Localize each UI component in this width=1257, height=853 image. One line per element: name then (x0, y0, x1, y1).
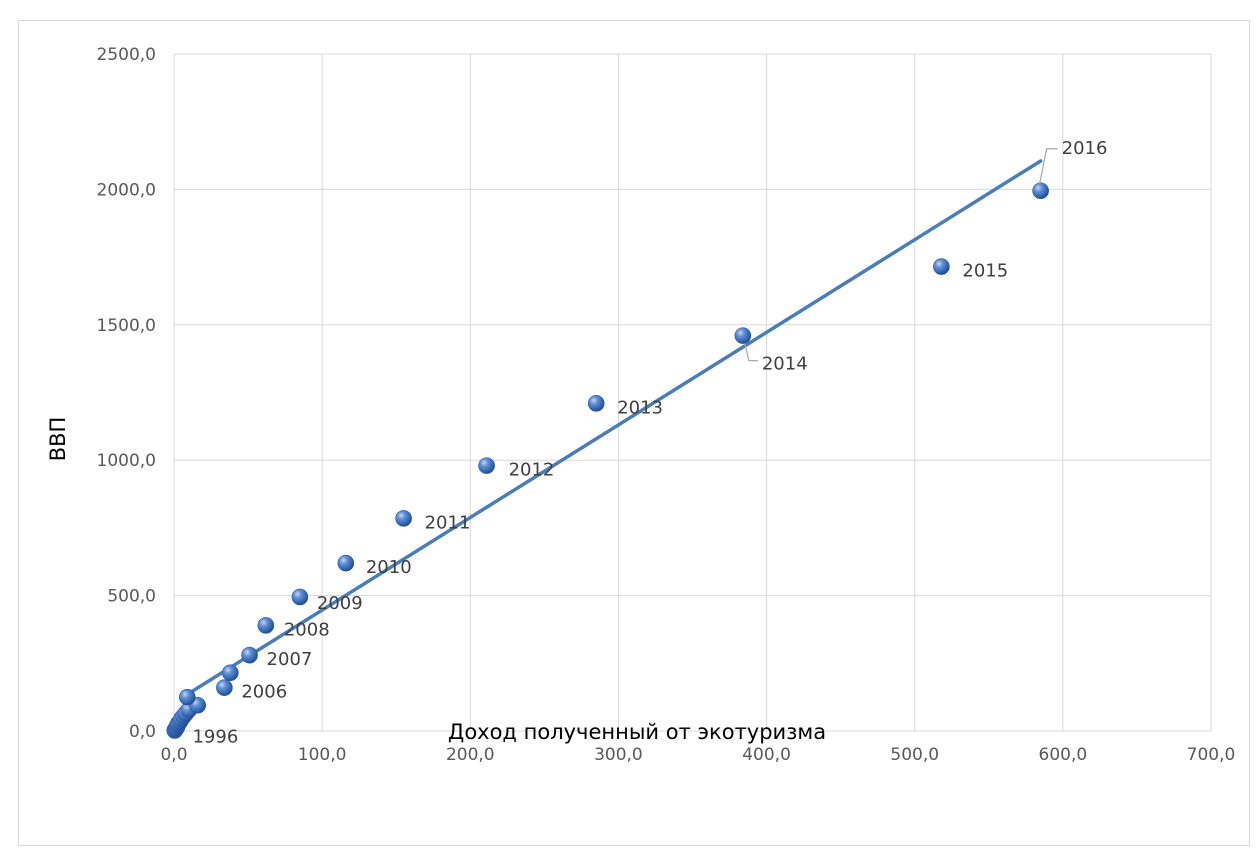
y-tick-labels: 0,0 500,0 1000,0 1500,0 2000,0 2500,0 (97, 45, 156, 742)
x-tick-labels: 0,0 100,0 200,0 300,0 400,0 500,0 600,0 700,0 (160, 745, 1235, 765)
data-label: 2010 (366, 557, 412, 578)
x-tick-label: 100,0 (298, 745, 347, 765)
x-tick-label: 400,0 (742, 745, 791, 765)
x-tick-label: 200,0 (446, 745, 495, 765)
data-point (221, 664, 239, 682)
data-point (478, 457, 495, 474)
trendline (181, 159, 1043, 699)
data-point (587, 395, 605, 412)
data-point (337, 554, 355, 572)
data-label: 2016 (1062, 138, 1108, 159)
data-point (291, 588, 309, 606)
data-label: 2014 (762, 354, 808, 375)
leader-line (1039, 148, 1058, 184)
scatter-chart: 0,0 500,0 1000,0 1500,0 2000,0 2500,0 0,0 100,… (46, 45, 1235, 765)
y-axis-title: ВВП (46, 417, 70, 462)
y-tick-label: 0,0 (129, 722, 156, 742)
data-label: 2006 (241, 682, 287, 703)
data-point (216, 679, 233, 696)
x-tick-label: 700,0 (1187, 745, 1236, 765)
y-tick-label: 1500,0 (97, 316, 156, 336)
x-tick-label: 500,0 (890, 745, 939, 765)
x-tick-label: 600,0 (1039, 745, 1088, 765)
data-point (241, 646, 258, 664)
x-tick-label: 300,0 (594, 745, 643, 765)
data-label: 1996 (192, 726, 238, 747)
y-tick-label: 2000,0 (97, 180, 156, 200)
data-label: 2007 (267, 649, 313, 670)
data-point (933, 258, 950, 275)
data-label: 2011 (425, 512, 471, 533)
data-label: 2008 (284, 619, 330, 640)
data-point (734, 327, 752, 344)
data-points (166, 182, 1049, 739)
x-axis-title: Доход полученный от экотуризма (448, 720, 826, 744)
y-tick-label: 1000,0 (97, 451, 156, 471)
data-label: 2013 (617, 397, 663, 418)
y-tick-label: 500,0 (107, 587, 156, 607)
data-point (1032, 182, 1049, 200)
x-tick-label: 0,0 (160, 745, 187, 765)
data-label: 2009 (317, 593, 363, 614)
leader-line (744, 343, 758, 362)
data-point (395, 510, 412, 527)
data-label: 2015 (962, 261, 1008, 282)
y-tick-label: 2500,0 (97, 45, 156, 65)
trendline-group (181, 159, 1043, 699)
data-label: 2012 (509, 460, 555, 481)
data-point (179, 688, 196, 706)
chart-frame: 0,0 500,0 1000,0 1500,0 2000,0 2500,0 0,0 100,… (18, 20, 1250, 846)
data-point (257, 617, 275, 634)
